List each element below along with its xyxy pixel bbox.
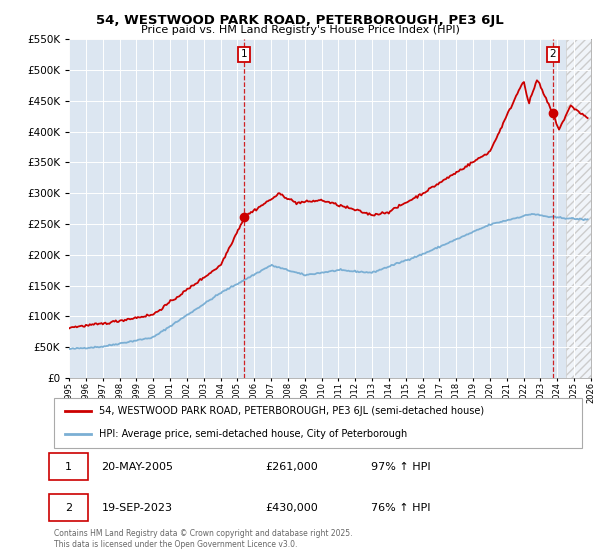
FancyBboxPatch shape — [49, 494, 88, 521]
Bar — [566, 39, 591, 378]
FancyBboxPatch shape — [49, 454, 88, 480]
Text: £430,000: £430,000 — [265, 502, 318, 512]
Text: HPI: Average price, semi-detached house, City of Peterborough: HPI: Average price, semi-detached house,… — [99, 430, 407, 440]
Text: 2: 2 — [65, 502, 72, 512]
Text: 19-SEP-2023: 19-SEP-2023 — [101, 502, 173, 512]
Text: 54, WESTWOOD PARK ROAD, PETERBOROUGH, PE3 6JL: 54, WESTWOOD PARK ROAD, PETERBOROUGH, PE… — [96, 14, 504, 27]
Text: 1: 1 — [241, 49, 247, 59]
Text: 2: 2 — [549, 49, 556, 59]
Text: 20-MAY-2005: 20-MAY-2005 — [101, 462, 173, 472]
Text: 97% ↑ HPI: 97% ↑ HPI — [371, 462, 430, 472]
Text: Price paid vs. HM Land Registry's House Price Index (HPI): Price paid vs. HM Land Registry's House … — [140, 25, 460, 35]
FancyBboxPatch shape — [54, 398, 582, 448]
Text: £261,000: £261,000 — [265, 462, 318, 472]
Text: Contains HM Land Registry data © Crown copyright and database right 2025.
This d: Contains HM Land Registry data © Crown c… — [54, 529, 353, 549]
Bar — [566, 39, 591, 378]
Text: 54, WESTWOOD PARK ROAD, PETERBOROUGH, PE3 6JL (semi-detached house): 54, WESTWOOD PARK ROAD, PETERBOROUGH, PE… — [99, 406, 484, 416]
Text: 1: 1 — [65, 462, 72, 472]
Text: 76% ↑ HPI: 76% ↑ HPI — [371, 502, 430, 512]
